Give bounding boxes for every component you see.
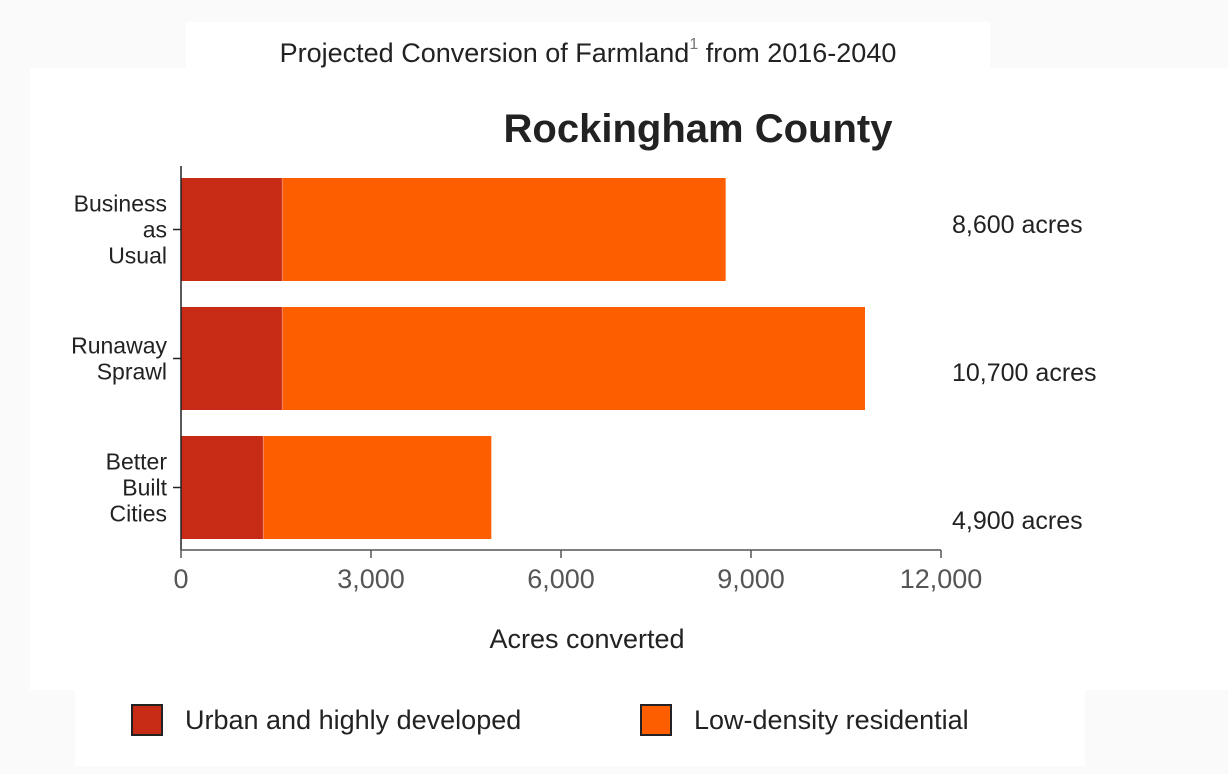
footnote-marker: 1 bbox=[689, 36, 699, 53]
title-text: Projected Conversion of Farmland bbox=[279, 38, 690, 68]
chart-title: Rockingham County bbox=[504, 107, 894, 151]
y-tick-label: Business as Usual bbox=[74, 191, 167, 269]
bars-group bbox=[181, 178, 865, 539]
y-tick-label-line: Sprawl bbox=[97, 359, 167, 385]
legend-item-urban: Urban and highly developed bbox=[131, 700, 521, 740]
x-tick-label: 0 bbox=[173, 564, 188, 594]
total-label: 10,700 acres bbox=[952, 359, 1097, 387]
bar-residential-2 bbox=[263, 436, 492, 539]
y-tick-label-line: Business bbox=[74, 191, 167, 217]
x-tick-label: 6,000 bbox=[527, 564, 595, 594]
legend-swatch-residential bbox=[640, 704, 672, 736]
title-suffix: from 2016-2040 bbox=[698, 38, 897, 68]
bar-urban-1 bbox=[181, 307, 283, 410]
bar-residential-1 bbox=[282, 307, 865, 410]
total-label: 4,900 acres bbox=[952, 507, 1083, 535]
x-axis-label: Acres converted bbox=[489, 624, 684, 654]
y-tick-label-line: Built bbox=[122, 475, 167, 501]
y-tick-label: Better Built Cities bbox=[106, 449, 168, 527]
title-panel: Projected Conversion of Farmland1 from 2… bbox=[186, 22, 990, 70]
legend-label-urban: Urban and highly developed bbox=[185, 704, 522, 735]
x-axis: 0 3,000 6,000 9,000 12,000 bbox=[173, 549, 983, 594]
y-tick-label-line: Runaway bbox=[71, 333, 167, 359]
x-tick-label: 9,000 bbox=[717, 564, 785, 594]
total-labels: 8,600 acres 10,700 acres 4,900 acres bbox=[952, 211, 1097, 535]
bar-residential-0 bbox=[282, 178, 726, 281]
legend-panel bbox=[75, 690, 1085, 766]
y-axis: Business as Usual Runaway Sprawl Better Built C… bbox=[71, 166, 182, 550]
legend-label-residential: Low-density residential bbox=[694, 704, 969, 735]
page-title: Projected Conversion of Farmland1 from 2… bbox=[186, 36, 990, 69]
legend-item-residential: Low-density residential bbox=[640, 700, 969, 740]
bar-urban-2 bbox=[181, 436, 264, 539]
y-tick-label-line: as bbox=[143, 217, 167, 243]
y-tick-label-line: Better bbox=[106, 449, 168, 475]
y-tick-label-line: Cities bbox=[109, 501, 167, 527]
bar-urban-0 bbox=[181, 178, 283, 281]
y-tick-label: Runaway Sprawl bbox=[71, 333, 167, 385]
x-tick-label: 3,000 bbox=[337, 564, 405, 594]
legend-swatch-urban bbox=[131, 704, 163, 736]
total-label: 8,600 acres bbox=[952, 211, 1083, 239]
y-tick-label-line: Usual bbox=[108, 243, 167, 269]
x-tick-label: 12,000 bbox=[900, 564, 983, 594]
